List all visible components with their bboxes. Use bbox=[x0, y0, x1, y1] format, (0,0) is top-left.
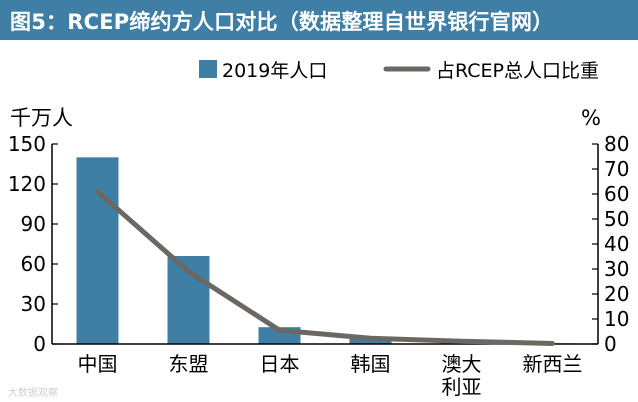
y-right-tick-label: 70 bbox=[604, 157, 629, 181]
x-tick-label-韩国: 韩国 bbox=[351, 352, 391, 376]
x-tick-label-日本: 日本 bbox=[260, 352, 300, 376]
y-right-tick-label: 60 bbox=[604, 182, 629, 206]
x-tick-label-澳大利亚: 澳大 bbox=[442, 352, 482, 376]
legend-bar-swatch bbox=[199, 60, 217, 78]
x-tick-label-澳大利亚: 利亚 bbox=[442, 375, 482, 399]
y-right-tick-label: 0 bbox=[604, 332, 617, 356]
x-tick-label-东盟: 东盟 bbox=[169, 352, 209, 376]
x-tick-label-新西兰: 新西兰 bbox=[523, 352, 583, 376]
y-right-axis-label: % bbox=[581, 106, 601, 130]
legend-label-population: 2019年人口 bbox=[222, 60, 327, 82]
title-bar: 图5：RCEP缔约方人口对比（数据整理自世界银行官网） bbox=[0, 0, 638, 40]
x-tick-label-中国: 中国 bbox=[78, 352, 118, 376]
y-left-tick-label: 0 bbox=[33, 332, 46, 356]
y-right-tick-label: 10 bbox=[604, 307, 629, 331]
y-left-tick-label: 150 bbox=[8, 132, 46, 156]
chart-title: 图5：RCEP缔约方人口对比（数据整理自世界银行官网） bbox=[10, 10, 554, 34]
y-left-axis-label: 千万人 bbox=[10, 106, 73, 130]
y-right-tick-label: 30 bbox=[604, 257, 629, 281]
y-right-tick-label: 50 bbox=[604, 207, 629, 231]
bar-中国 bbox=[76, 157, 119, 344]
y-right-tick-label: 40 bbox=[604, 232, 629, 256]
y-left-tick-label: 90 bbox=[21, 212, 46, 236]
watermark-text: 大数据观察 bbox=[8, 388, 58, 399]
y-right-tick-label: 80 bbox=[604, 132, 629, 156]
share-line bbox=[95, 189, 555, 346]
y-left-tick-label: 30 bbox=[21, 292, 46, 316]
legend-label-share: 占RCEP总人口比重 bbox=[436, 60, 599, 82]
y-left-tick-label: 60 bbox=[21, 252, 46, 276]
y-left-tick-label: 120 bbox=[8, 172, 46, 196]
y-right-tick-label: 20 bbox=[604, 282, 629, 306]
